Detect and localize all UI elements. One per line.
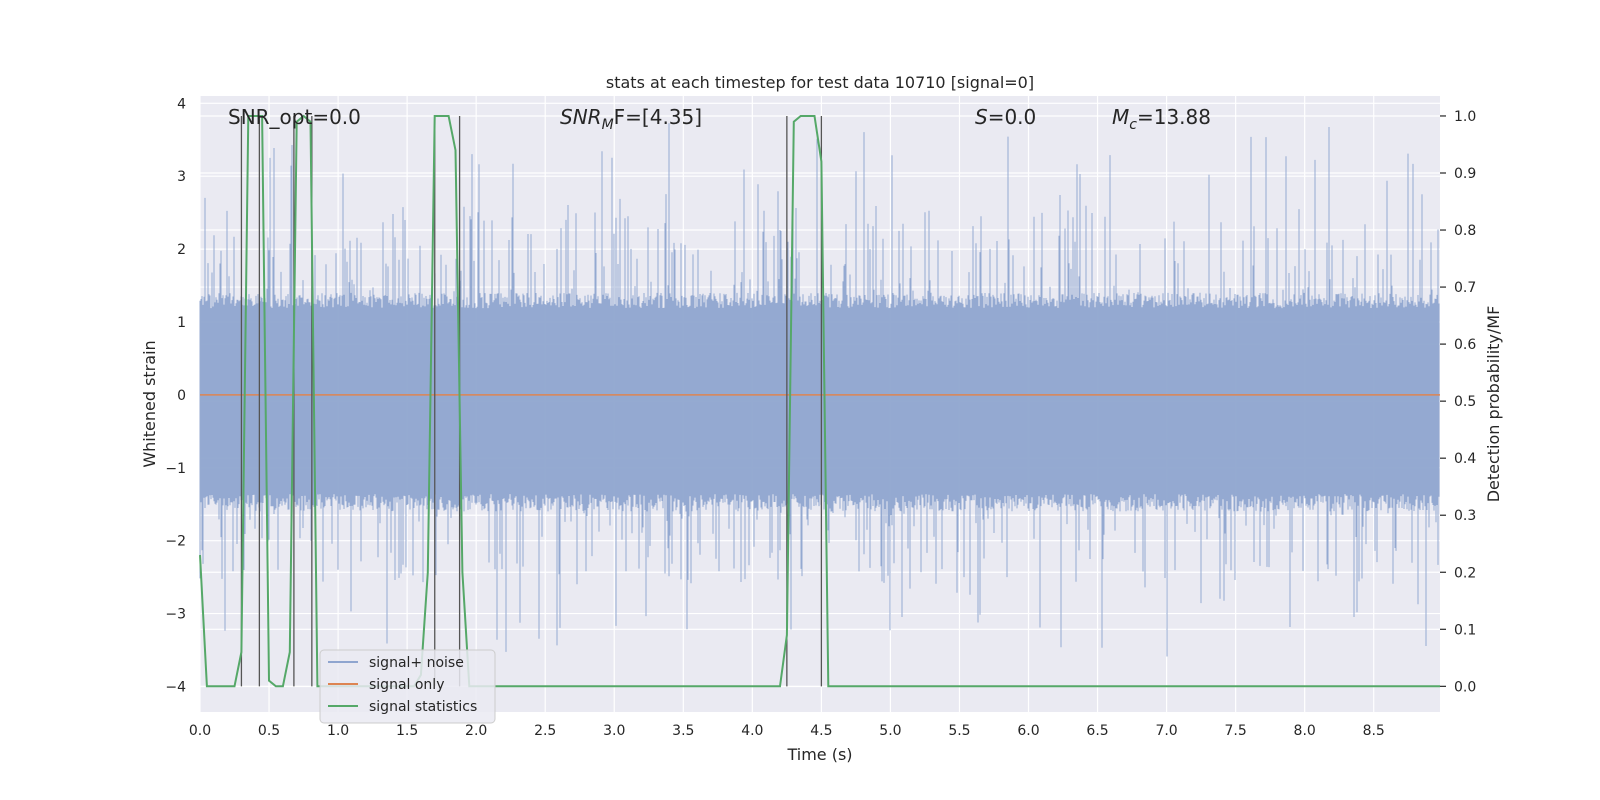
x-tick-label: 7.5 — [1225, 723, 1247, 739]
y-left-tick-label: −2 — [165, 534, 186, 550]
x-tick-label: 1.5 — [396, 723, 418, 739]
y-right-tick-labels: 0.0 0.1 0.2 0.3 0.4 0.5 0.6 0.7 0.8 0.9 1.0 — [1440, 109, 1476, 695]
x-axis-label: Time (s) — [786, 745, 852, 764]
x-tick-label: 0.0 — [189, 723, 211, 739]
x-tick-label: 5.0 — [879, 723, 901, 739]
annotation-snr-opt: SNR_opt=0.0 — [228, 105, 361, 129]
y-right-tick-label: 0.3 — [1454, 508, 1476, 524]
y-left-tick-label: −1 — [165, 461, 186, 477]
x-tick-label: 4.5 — [810, 723, 832, 739]
x-tick-label: 8.5 — [1363, 723, 1385, 739]
signal-statistics-line — [199, 114, 1440, 688]
annotation-mc: Mc=13.88 — [1112, 105, 1211, 133]
x-tick-label: 2.0 — [465, 723, 487, 739]
x-tick-label: 6.0 — [1017, 723, 1039, 739]
legend-label-signal-only: signal only — [369, 677, 444, 693]
legend-label-signal-noise: signal+ noise — [369, 655, 464, 671]
x-tick-label: 5.5 — [948, 723, 970, 739]
y-right-tick-label: 0.1 — [1454, 622, 1476, 638]
y-right-tick-label: 0.8 — [1454, 223, 1476, 239]
y-right-tick-label: 0.2 — [1454, 565, 1476, 581]
x-tick-label: 3.0 — [603, 723, 625, 739]
x-tick-label: 3.5 — [672, 723, 694, 739]
y-left-tick-label: 4 — [177, 96, 186, 112]
y-left-tick-label: −4 — [165, 679, 186, 695]
y-axis-left-label: Whitened strain — [140, 340, 159, 467]
y-left-tick-label: −3 — [165, 607, 186, 623]
y-axis-right-label: Detection probability/MF — [1484, 306, 1503, 503]
chart-title: stats at each timestep for test data 107… — [606, 73, 1034, 92]
x-tick-label: 0.5 — [258, 723, 280, 739]
y-right-tick-label: 0.9 — [1454, 166, 1476, 182]
legend: signal+ noise signal only signal statist… — [319, 649, 496, 724]
x-tick-label: 4.0 — [741, 723, 763, 739]
y-right-tick-label: 0.7 — [1454, 280, 1476, 296]
y-left-tick-label: 3 — [177, 169, 186, 185]
x-tick-label: 6.5 — [1086, 723, 1108, 739]
legend-label-signal-statistics: signal statistics — [369, 699, 477, 715]
annotation-snr-mf: SNRMF=[4.35] — [560, 105, 702, 133]
y-right-tick-label: 0.0 — [1454, 679, 1476, 695]
y-right-tick-label: 0.5 — [1454, 394, 1476, 410]
y-left-tick-labels: −4 −3 −2 −1 0 1 2 3 4 — [165, 96, 186, 695]
x-tick-label: 8.0 — [1294, 723, 1316, 739]
y-right-tick-label: 1.0 — [1454, 109, 1476, 125]
x-tick-label: 1.0 — [327, 723, 349, 739]
series-signal-statistics — [199, 114, 1440, 688]
y-right-tick-label: 0.4 — [1454, 451, 1476, 467]
y-left-tick-label: 1 — [177, 315, 186, 331]
x-tick-label: 7.0 — [1155, 723, 1177, 739]
y-left-tick-label: 2 — [177, 242, 186, 258]
x-tick-labels: 0.0 0.5 1.0 1.5 2.0 2.5 3.0 3.5 4.0 4.5 5.0 5.5 6.0 6… — [189, 723, 1385, 739]
x-tick-label: 2.5 — [534, 723, 556, 739]
y-right-tick-label: 0.6 — [1454, 337, 1476, 353]
annotation-s: S=0.0 — [975, 105, 1036, 129]
y-left-tick-label: 0 — [177, 388, 186, 404]
